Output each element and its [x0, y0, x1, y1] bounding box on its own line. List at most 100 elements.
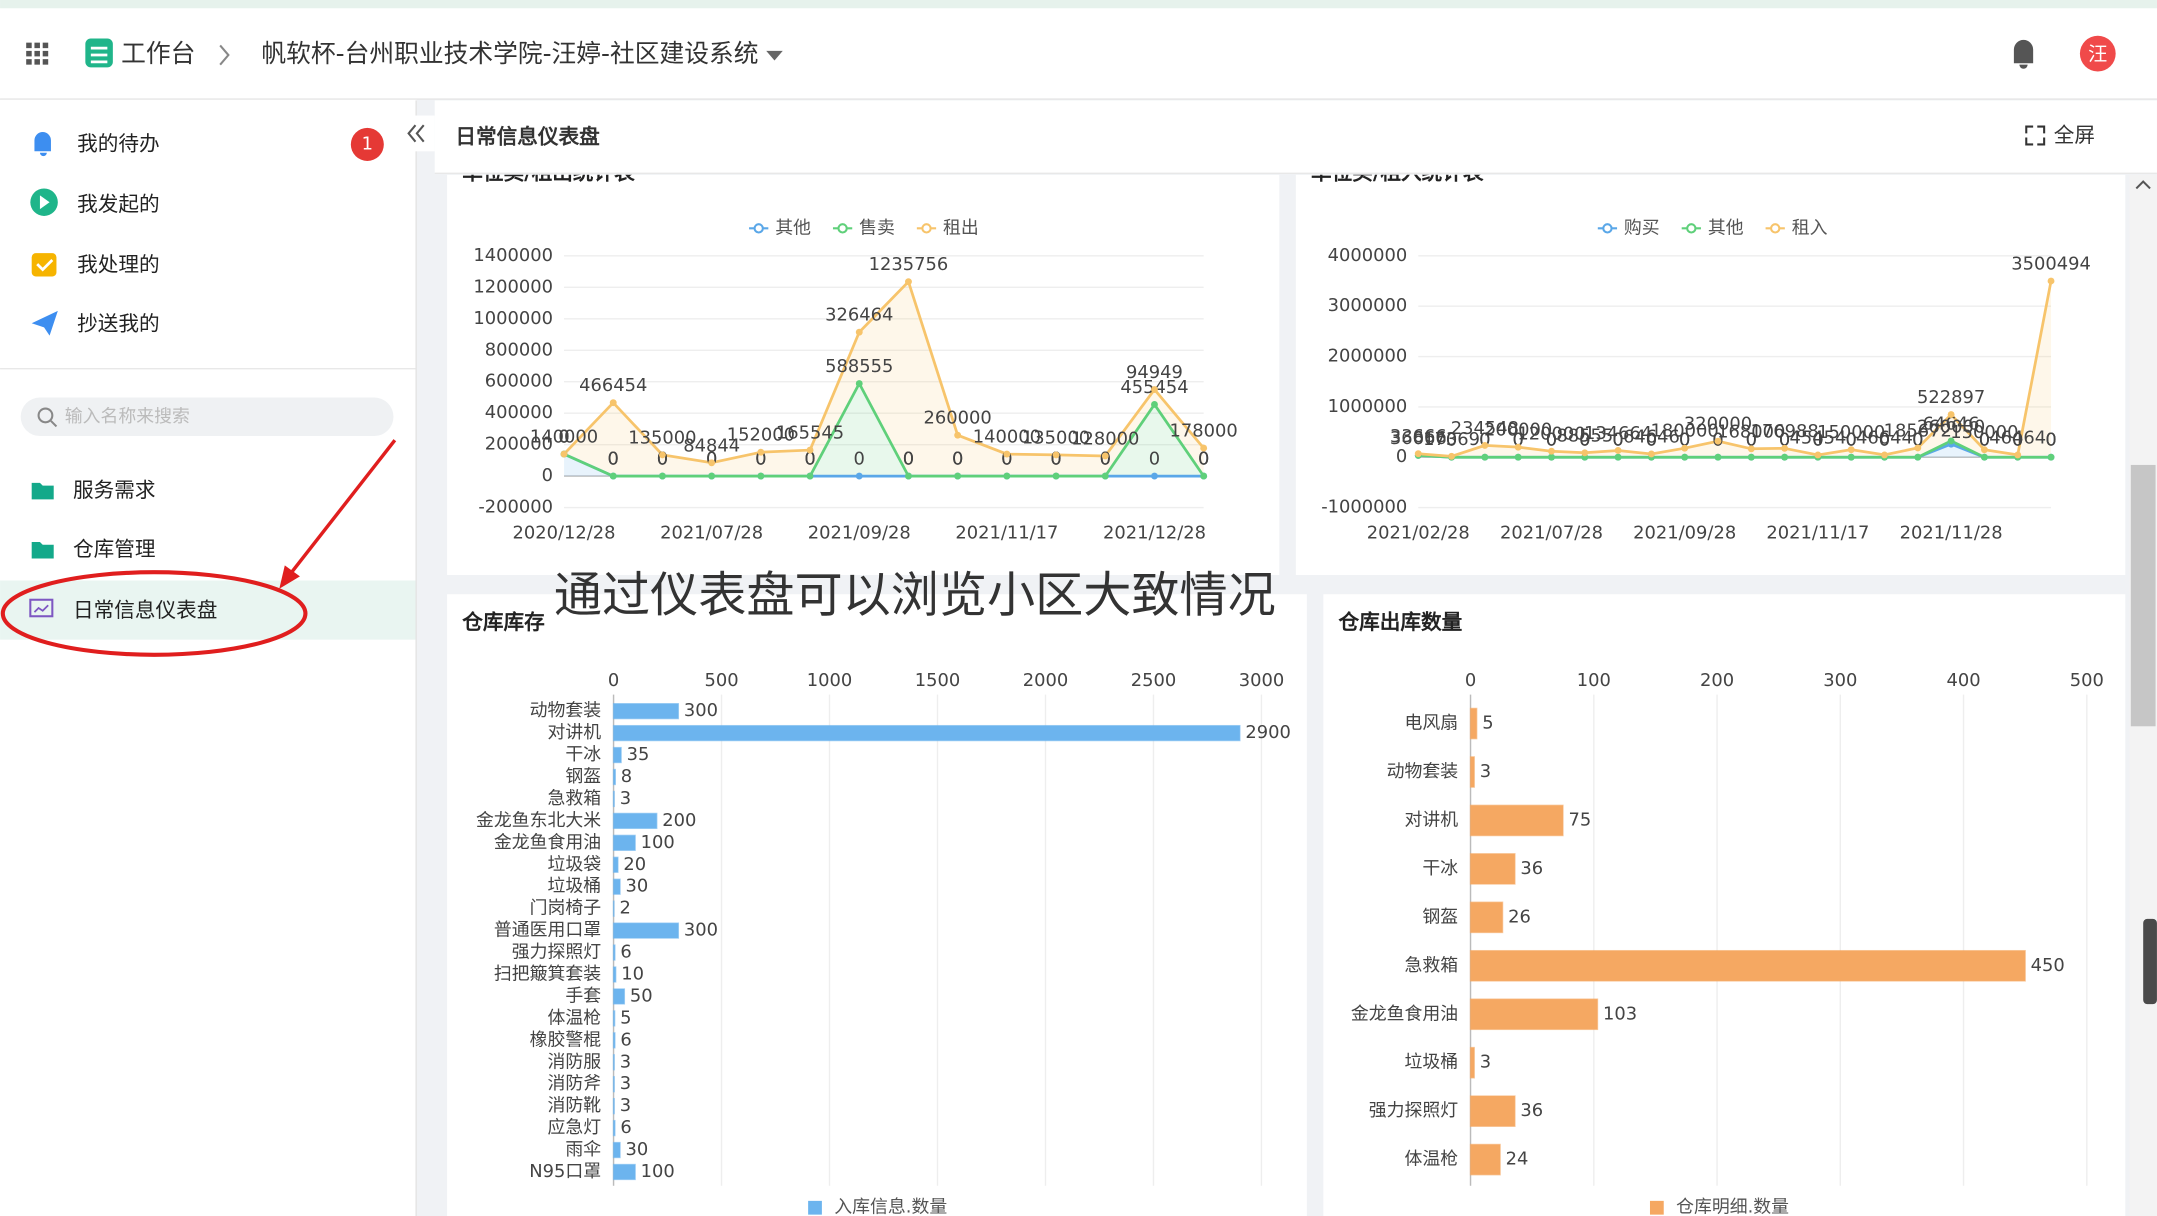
data-label: 0 — [1413, 428, 1424, 449]
data-label: 140000 — [530, 427, 598, 448]
data-label: 64646 — [1623, 426, 1680, 447]
search-box[interactable] — [20, 397, 394, 437]
data-label: 0 — [1479, 430, 1490, 451]
avatar[interactable] — [2079, 35, 2116, 72]
y-tick-label: 干冰 — [1422, 858, 1458, 879]
menu-item[interactable]: 抄送我的 — [77, 312, 160, 336]
scroll-up[interactable] — [2135, 180, 2151, 190]
bar — [612, 966, 617, 983]
data-label: 0 — [2012, 430, 2023, 451]
data-label: 0 — [1198, 449, 1209, 470]
menu-item[interactable]: 服务需求 — [73, 478, 156, 502]
series-area — [564, 281, 1204, 477]
bar — [612, 812, 658, 830]
data-label: 3 — [620, 1095, 631, 1116]
annotation-arrowhead — [279, 565, 300, 589]
data-label: 3 — [620, 1073, 631, 1094]
data-point — [1200, 444, 1208, 452]
x-tick-label: 500 — [704, 670, 738, 691]
data-label: 0 — [1050, 449, 1061, 470]
data-label: 0 — [1646, 430, 1657, 451]
data-point — [1681, 453, 1689, 461]
menu-item-active[interactable]: 日常信息仪表盘 — [73, 598, 217, 622]
data-label: 0 — [903, 449, 914, 470]
bar — [612, 944, 616, 961]
data-label: 24 — [1506, 1149, 1529, 1170]
data-label: 0 — [1612, 430, 1623, 451]
scroll-thumb[interactable] — [2130, 464, 2156, 727]
fullscreen[interactable]: 全屏 — [2054, 123, 2095, 147]
data-point — [1614, 447, 1622, 454]
data-label: 522897 — [1917, 387, 1985, 408]
bar — [612, 703, 680, 720]
y-tick-label: 普通医用口罩 — [494, 920, 601, 941]
data-label: 3 — [1480, 761, 1491, 782]
data-label: 50 — [630, 985, 653, 1006]
y-tick-label: 3000000 — [1328, 295, 1408, 316]
data-label: 152000 — [727, 425, 795, 446]
y-tick-label: 体温枪 — [548, 1007, 602, 1028]
bar — [1469, 804, 1564, 837]
menu-item[interactable]: 仓库管理 — [73, 537, 156, 561]
x-tick-label: 3000 — [1239, 670, 1284, 691]
menu-item[interactable]: 我处理的 — [77, 252, 160, 276]
menu-item[interactable]: 我发起的 — [77, 192, 160, 216]
data-label: 0 — [804, 449, 815, 470]
x-tick-label: 500 — [2070, 670, 2104, 691]
legend: 入库信息.数量 — [808, 1197, 947, 1216]
icon-check — [36, 259, 54, 272]
y-tick-label: 动物套装 — [530, 700, 602, 721]
data-label: 178000 — [1170, 421, 1238, 442]
data-label: 0 — [1979, 430, 1990, 451]
annotation-text: 通过仪表盘可以浏览小区大致情况 — [554, 567, 1276, 623]
bell-icon[interactable] — [2013, 39, 2034, 69]
icon-handled — [31, 253, 57, 277]
side-widget[interactable] — [2143, 918, 2157, 1005]
bar — [1469, 1095, 1516, 1127]
y-tick-label: 垃圾桶 — [548, 876, 602, 897]
data-label: 320000 — [1684, 414, 1752, 435]
data-label: 0 — [1546, 430, 1557, 451]
fullscreen-icon[interactable] — [2025, 125, 2046, 146]
collapse-icon — [407, 124, 425, 143]
data-point — [806, 472, 814, 480]
data-point — [1481, 441, 1489, 449]
data-label: 0 — [1779, 430, 1790, 451]
data-label: 6 — [620, 1117, 631, 1138]
x-tick-label: 1500 — [915, 670, 961, 691]
data-point — [1947, 437, 1955, 445]
data-label: 120000 — [1517, 424, 1585, 445]
data-point — [1747, 445, 1755, 453]
bar — [1469, 1046, 1475, 1079]
apps-icon[interactable] — [26, 42, 49, 65]
legend-icon-dot — [1602, 223, 1613, 234]
data-label: 0 — [1846, 430, 1857, 451]
data-label: 64646 — [1923, 413, 1980, 434]
data-point — [1714, 437, 1722, 445]
data-label: 0 — [1479, 430, 1490, 451]
y-tick-label: 钢盔 — [1422, 906, 1458, 927]
data-point — [1781, 444, 1789, 452]
x-tick-label: 400 — [1946, 670, 1980, 691]
data-point — [1847, 453, 1855, 461]
data-label: 176988 — [1750, 421, 1818, 442]
data-point — [1101, 452, 1109, 460]
x-tick-label: 2021/09/28 — [1633, 523, 1736, 544]
breadcrumb[interactable]: 帆软杯-台州职业技术学院-汪婷-社区建设系统 — [261, 39, 758, 68]
data-point — [1881, 451, 1888, 459]
series-line — [1418, 280, 2053, 458]
bar — [612, 1032, 616, 1049]
bar — [612, 1119, 616, 1137]
menu-item[interactable]: 我的待办 — [77, 131, 160, 155]
data-label: 45454 — [1789, 427, 1846, 448]
bar — [612, 1098, 615, 1115]
data-label: 36 — [1520, 1100, 1543, 1121]
legend-label: 仓库明细.数量 — [1676, 1197, 1789, 1216]
y-tick-label: 1400000 — [473, 245, 553, 266]
data-point — [708, 472, 716, 480]
data-point — [2014, 451, 2022, 459]
dropdown-caret[interactable] — [766, 50, 783, 61]
app-name[interactable]: 工作台 — [121, 39, 195, 68]
data-label: 0 — [706, 449, 717, 470]
